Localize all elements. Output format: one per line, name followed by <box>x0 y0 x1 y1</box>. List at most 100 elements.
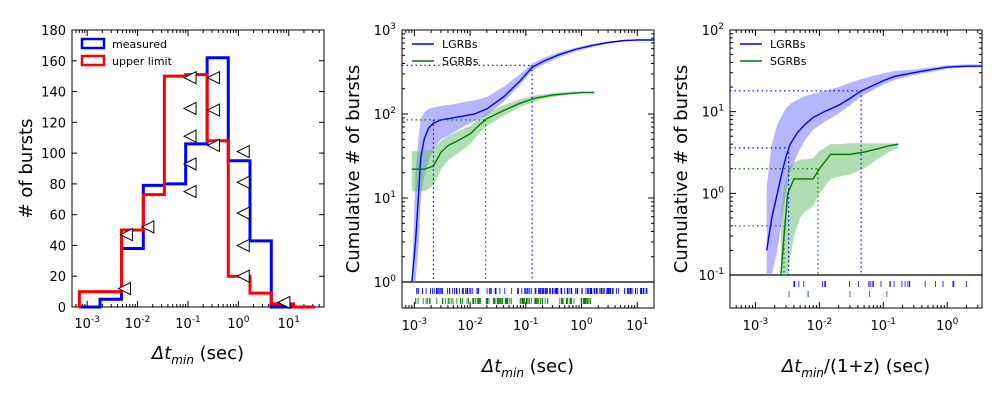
y-tick-label: 80 <box>49 178 66 193</box>
x-axis-label-sub: min <box>501 366 524 380</box>
legend-label: upper limit <box>112 55 173 68</box>
upper-limit-marker <box>182 184 197 199</box>
x-tick-label: 101 <box>278 315 300 332</box>
y-tick-label: 101 <box>702 104 724 121</box>
x-tick-label-base: 10 <box>457 319 474 334</box>
plot-frame <box>401 29 655 309</box>
x-tick-label: 10-3 <box>743 317 769 334</box>
x-tick-label: 100 <box>936 317 959 334</box>
y-tick-label-exp: 3 <box>390 22 396 32</box>
y-tick-label-base: 10 <box>374 192 391 207</box>
y-tick-label: 0 <box>58 301 66 316</box>
x-tick-label-base: 10 <box>743 319 760 334</box>
confidence-band-SGRBs <box>780 143 899 275</box>
y-tick-label: 102 <box>702 22 724 39</box>
x-axis-label: Δtmin (sec) <box>480 356 574 380</box>
x-tick-label-exp: 0 <box>953 317 959 327</box>
x-tick-label-exp: -3 <box>418 317 427 327</box>
x-tick-label-exp: -1 <box>192 315 201 325</box>
legend-swatch <box>80 54 106 67</box>
x-tick-label-base: 10 <box>74 317 91 332</box>
legend-label: LGRBs <box>770 38 806 51</box>
cumulative-line-SGRBs <box>411 91 595 170</box>
y-tick-label: 100 <box>374 274 397 291</box>
legend-label: measured <box>112 38 167 51</box>
x-tick-label-base: 10 <box>626 319 643 334</box>
upper-limit-marker <box>206 70 220 85</box>
x-tick-label-base: 10 <box>570 319 587 334</box>
y-tick-label: 10-1 <box>698 267 724 284</box>
histogram-upper-limit <box>77 73 315 309</box>
upper-limit-marker <box>236 269 250 284</box>
x-tick-label: 10-3 <box>402 317 428 334</box>
histogram-measured <box>79 56 315 309</box>
upper-limit-marker <box>236 144 250 159</box>
y-tick-label-base: 10 <box>702 24 719 39</box>
x-tick-label: 100 <box>227 315 250 332</box>
x-tick-label-base: 10 <box>175 317 192 332</box>
y-axis-label: # of bursts <box>16 119 37 219</box>
y-tick-label: 102 <box>374 106 396 123</box>
y-tick-label: 140 <box>41 86 66 101</box>
y-tick-label-base: 10 <box>702 106 719 121</box>
upper-limit-marker <box>119 227 133 242</box>
y-tick-label-exp: -1 <box>715 267 724 277</box>
y-tick-label: 120 <box>41 116 66 131</box>
y-tick-label-exp: 1 <box>718 104 724 114</box>
y-tick-label: 101 <box>374 190 396 207</box>
plot-frame <box>71 29 325 308</box>
x-tick-label: 10-2 <box>125 315 151 332</box>
x-tick-label: 10-2 <box>457 317 483 334</box>
y-tick-label: 100 <box>702 185 725 202</box>
x-tick-label: 10-2 <box>807 317 833 334</box>
x-tick-label-exp: 1 <box>294 315 300 325</box>
x-tick-label: 10-1 <box>513 317 539 334</box>
x-tick-label: 100 <box>570 317 593 334</box>
x-tick-label-base: 10 <box>513 319 530 334</box>
x-tick-label-base: 10 <box>227 317 244 332</box>
y-tick-label-exp: 0 <box>718 185 724 195</box>
x-tick-label-exp: -2 <box>823 317 832 327</box>
cumulative-line-LGRBs <box>766 65 982 251</box>
y-tick-label: 40 <box>49 239 66 254</box>
upper-limit-marker <box>140 220 155 234</box>
x-tick-label-exp: 0 <box>587 317 593 327</box>
x-axis-label-unit: (sec) <box>194 343 244 364</box>
x-tick-label-base: 10 <box>278 317 295 332</box>
legend-label: LGRBs <box>442 38 478 51</box>
x-tick-label-exp: -3 <box>759 317 768 327</box>
x-tick-label-base: 10 <box>936 319 953 334</box>
x-tick-label-exp: -3 <box>91 315 100 325</box>
x-tick-label: 10-1 <box>871 317 897 334</box>
y-tick-label: 160 <box>41 55 66 70</box>
x-axis-label-main: Δt <box>480 356 502 377</box>
x-tick-label: 10-1 <box>175 315 201 332</box>
upper-limit-marker <box>117 281 131 296</box>
x-axis-label-main: Δt <box>780 356 802 377</box>
x-axis-label-sub: min <box>801 366 824 380</box>
x-axis-label-unit: /(1+z) (sec) <box>824 356 930 377</box>
y-tick-label-exp: 2 <box>718 22 724 32</box>
y-tick-label: 103 <box>374 22 396 39</box>
legend-label: SGRBs <box>770 55 807 68</box>
upper-limit-marker <box>276 295 291 310</box>
upper-limit-marker <box>182 70 197 85</box>
x-tick-label-exp: -2 <box>474 317 483 327</box>
x-tick-label-base: 10 <box>871 319 888 334</box>
x-axis-label-sub: min <box>171 353 194 367</box>
x-tick-label-exp: -2 <box>141 315 150 325</box>
legend-label: SGRBs <box>442 55 479 68</box>
upper-limit-marker <box>182 101 197 116</box>
y-tick-label-base: 10 <box>374 24 391 39</box>
x-tick-label-exp: 1 <box>643 317 649 327</box>
y-tick-label-exp: 0 <box>390 274 396 284</box>
y-tick-label: 20 <box>49 270 66 285</box>
x-tick-label-base: 10 <box>402 319 419 334</box>
y-tick-label-base: 10 <box>374 108 391 123</box>
y-tick-label: 100 <box>41 147 66 162</box>
y-tick-label-base: 10 <box>702 187 719 202</box>
x-tick-label-base: 10 <box>125 317 142 332</box>
y-tick-label-base: 10 <box>374 276 391 291</box>
